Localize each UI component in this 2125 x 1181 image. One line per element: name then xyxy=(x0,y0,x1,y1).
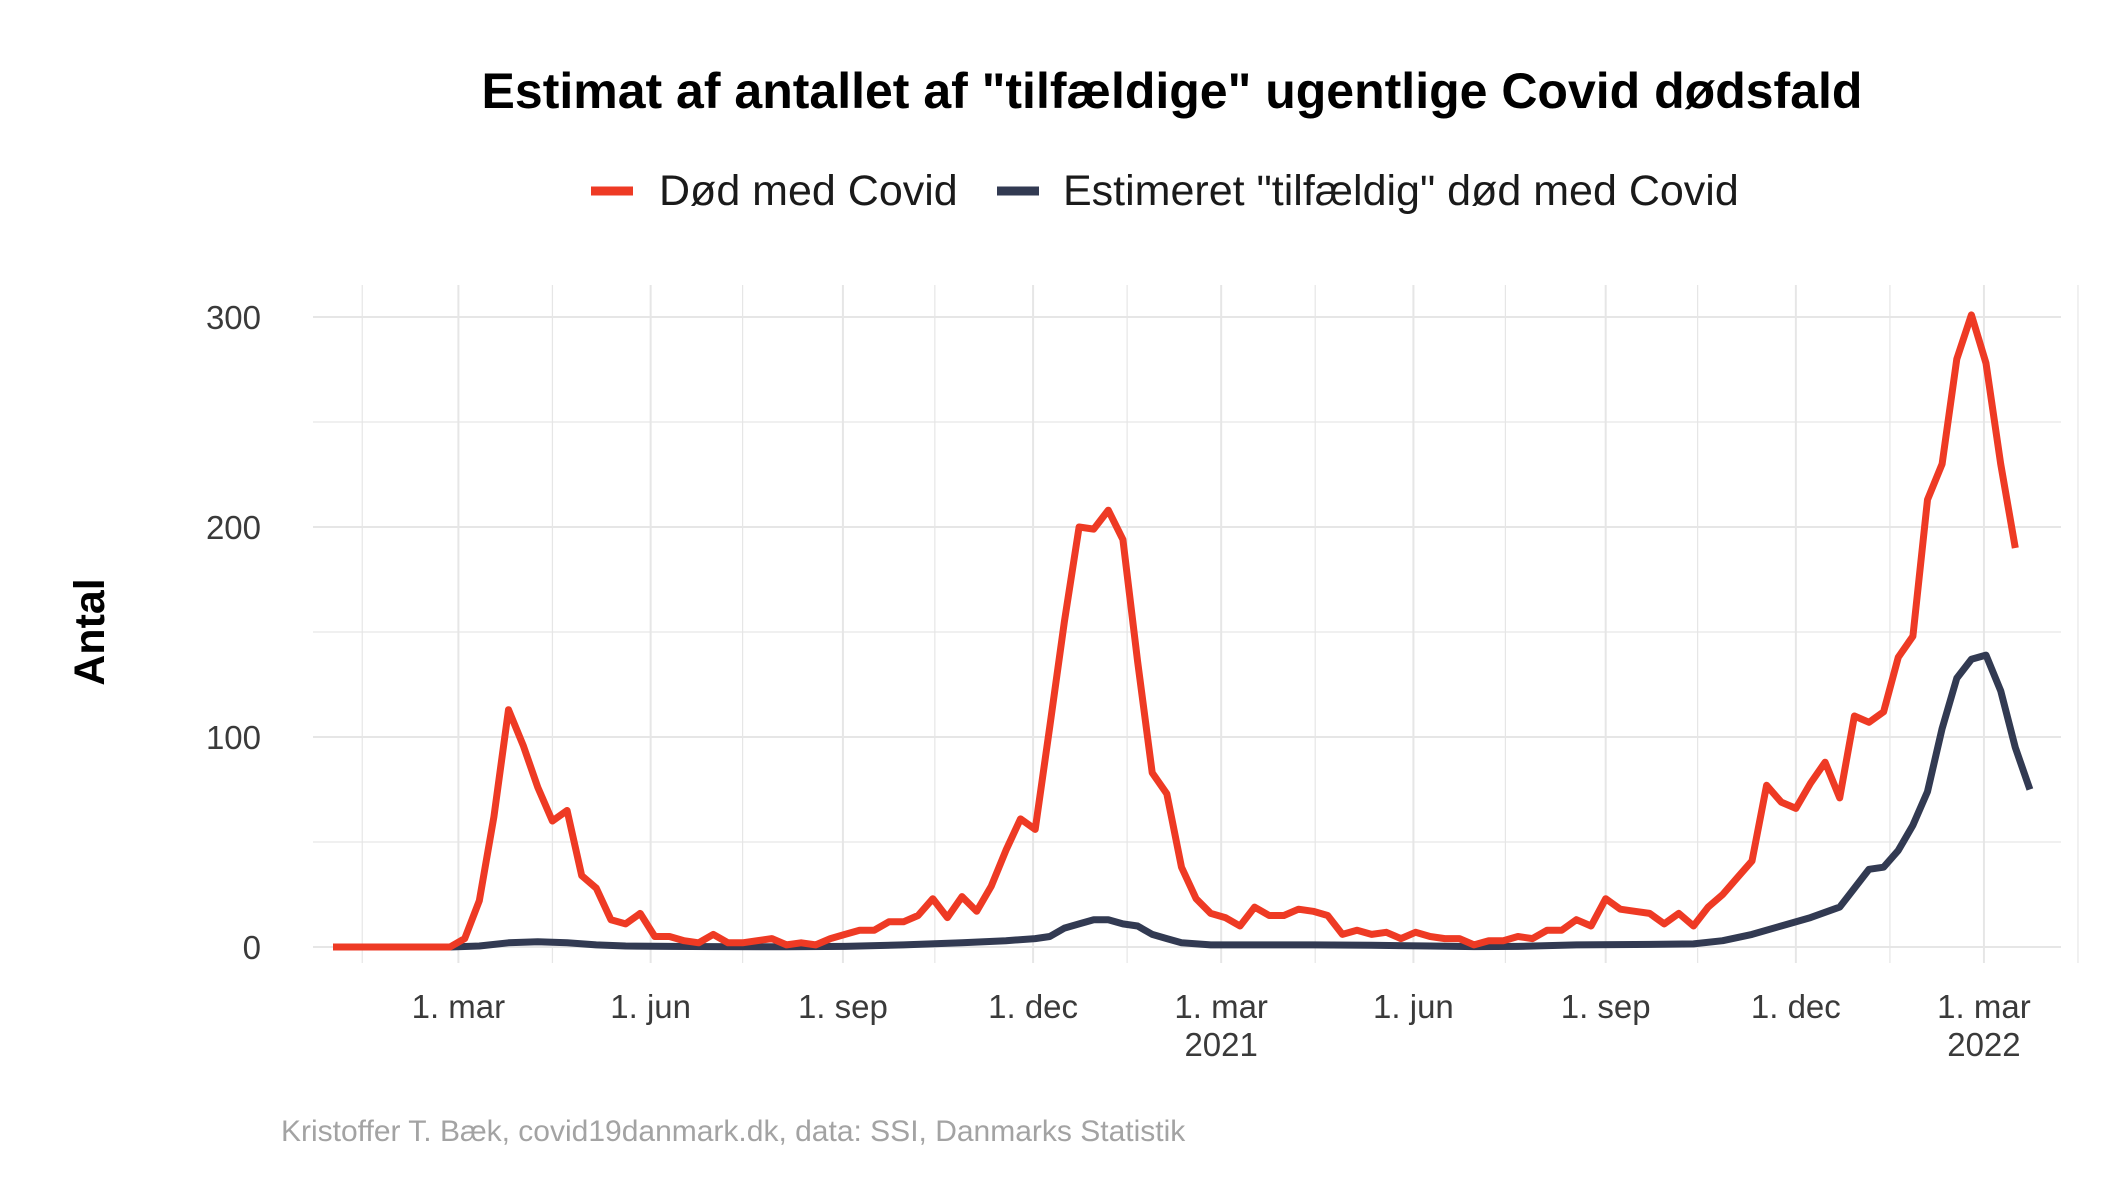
y-tick-label: 0 xyxy=(243,929,261,966)
x-tick-label: 1. sep xyxy=(798,988,888,1025)
x-tick-label: 1. sep xyxy=(1561,988,1651,1025)
x-tick-year-label: 2021 xyxy=(1184,1026,1257,1063)
legend-label-dod-med-covid: Død med Covid xyxy=(659,167,958,215)
y-tick-label: 200 xyxy=(206,509,261,546)
y-tick-label: 100 xyxy=(206,719,261,756)
grid xyxy=(313,285,2079,963)
x-tick-year-label: 2022 xyxy=(1947,1026,2020,1063)
x-tick-label: 1. jun xyxy=(1373,988,1454,1025)
x-tick-label: 1. dec xyxy=(988,988,1078,1025)
y-tick-label: 300 xyxy=(206,299,261,336)
legend: Død med Covid Estimeret "tilfældig" død … xyxy=(591,167,1739,215)
x-tick-label: 1. dec xyxy=(1751,988,1841,1025)
x-tick-label: 1. mar xyxy=(1174,988,1268,1025)
chart-title: Estimat af antallet af "tilfældige" ugen… xyxy=(482,63,1863,119)
series-line-tilfaeldig xyxy=(333,651,2034,951)
y-tick-labels: 0 100 200 300 xyxy=(206,299,261,966)
caption: Kristoffer T. Bæk, covid19danmark.dk, da… xyxy=(281,1115,1186,1148)
series xyxy=(333,311,2034,951)
x-tick-label: 1. jun xyxy=(610,988,691,1025)
legend-label-tilfaeldig: Estimeret "tilfældig" død med Covid xyxy=(1063,167,1739,215)
y-axis-label: Antal xyxy=(66,578,114,686)
x-tick-label: 1. mar xyxy=(1937,988,2031,1025)
x-tick-label: 1. mar xyxy=(412,988,506,1025)
series-line-dod-med-covid xyxy=(333,311,2019,951)
